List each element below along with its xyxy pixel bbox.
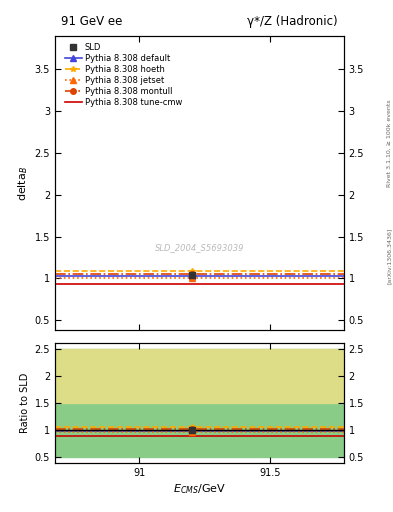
Text: Rivet 3.1.10, ≥ 100k events: Rivet 3.1.10, ≥ 100k events	[387, 99, 392, 187]
Y-axis label: delta$_B$: delta$_B$	[17, 165, 31, 201]
Bar	[55, 350, 344, 403]
Text: SLD_2004_S5693039: SLD_2004_S5693039	[155, 243, 244, 252]
X-axis label: $E_{CMS}$/GeV: $E_{CMS}$/GeV	[173, 482, 226, 496]
Text: 91 GeV ee: 91 GeV ee	[61, 15, 122, 29]
Text: γ*/Z (Hadronic): γ*/Z (Hadronic)	[248, 15, 338, 29]
Text: [arXiv:1306.3436]: [arXiv:1306.3436]	[387, 228, 392, 284]
Y-axis label: Ratio to SLD: Ratio to SLD	[20, 373, 31, 433]
Bar	[55, 350, 344, 457]
Legend: SLD, Pythia 8.308 default, Pythia 8.308 hoeth, Pythia 8.308 jetset, Pythia 8.308: SLD, Pythia 8.308 default, Pythia 8.308 …	[65, 43, 182, 108]
